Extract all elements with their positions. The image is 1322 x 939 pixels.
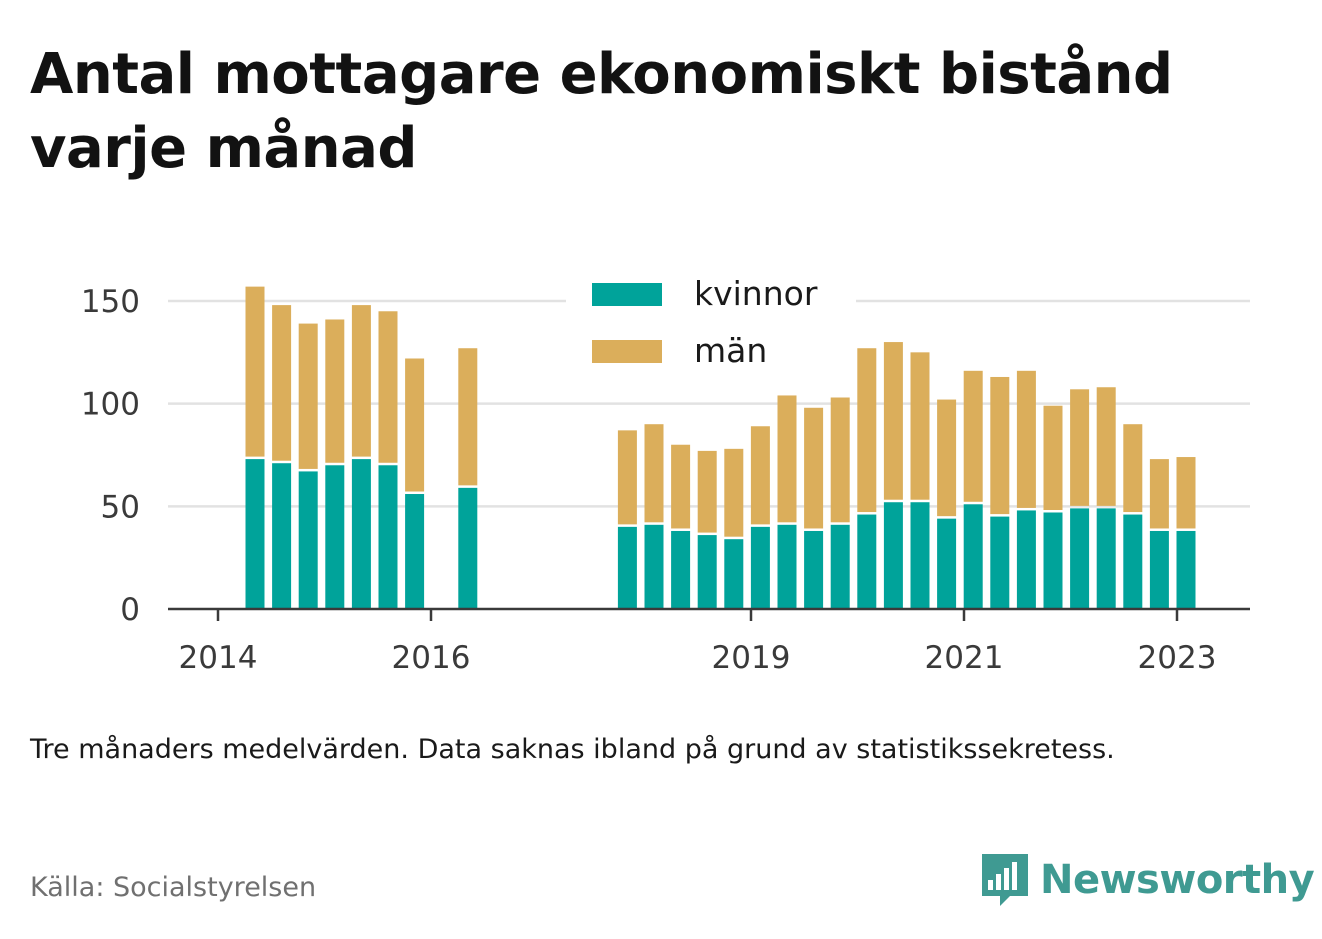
x-tick-label: 2019 [712,640,791,676]
legend-swatch [592,283,662,306]
bar-kvinnor [1149,530,1169,609]
bar-kvinnor [644,524,664,609]
y-tick-label: 50 [101,489,140,525]
bar-man [1016,370,1036,508]
bar-kvinnor [272,463,292,609]
bar-man [1149,459,1169,529]
legend: kvinnor män [566,272,856,386]
bar-kvinnor [1016,510,1036,609]
bar-kvinnor [990,516,1010,609]
bar-kvinnor [937,518,957,609]
chart-title: Antal mottagare ekonomiskt bistånd varje… [30,42,1173,181]
brand-name: Newsworthy [1040,857,1315,903]
bar-kvinnor [245,459,265,609]
x-tick-label: 2021 [925,640,1004,676]
bar-man [1123,424,1143,513]
bar-kvinnor [1176,530,1196,609]
bar-man [697,450,717,533]
x-tick-label: 2023 [1138,640,1217,676]
bar-man [990,376,1010,515]
bar-kvinnor [963,504,983,609]
bar-kvinnor [883,502,903,609]
bar-man [458,348,478,486]
bar-man [351,305,371,457]
source-label: Källa: Socialstyrelsen [30,872,317,903]
legend-label: kvinnor [694,274,818,313]
bar-man [644,424,664,523]
bar-kvinnor [750,526,770,609]
bar-man [272,305,292,461]
bar-man [750,426,770,525]
brand-logo: Newsworthy [980,850,1315,910]
legend-label: män [694,331,767,370]
y-tick-label: 0 [120,592,140,628]
bar-man [777,395,797,523]
bar-kvinnor [1070,508,1090,609]
bar-kvinnor [910,502,930,609]
bar-kvinnor [671,530,691,609]
y-tick-label: 150 [81,284,140,320]
bar-man [857,348,877,513]
bar-kvinnor [325,465,345,609]
bar-kvinnor [830,524,850,609]
y-tick-label: 100 [81,387,140,423]
bar-kvinnor [1043,512,1063,609]
bar-man [1070,389,1090,506]
x-tick-label: 2016 [392,640,471,676]
bar-kvinnor [351,459,371,609]
bar-man [1043,405,1063,510]
bar-man [617,430,637,525]
bar-kvinnor [378,465,398,609]
bar-man [378,311,398,463]
bar-man [937,399,957,517]
bar-chart-speech-bubble-icon [982,854,1028,906]
bar-kvinnor [1123,514,1143,609]
bar-man [298,323,318,469]
bar-man [804,407,824,529]
bar-man [963,370,983,502]
chart-note: Tre månaders medelvärden. Data saknas ib… [30,734,1115,765]
bar-man [245,286,265,457]
bar-kvinnor [857,514,877,609]
bar-man [405,358,425,492]
bar-man [724,448,744,537]
bar-kvinnor [1096,508,1116,609]
bar-kvinnor [405,494,425,609]
legend-swatch [592,340,662,363]
bars [245,286,1196,609]
bar-kvinnor [724,539,744,609]
bar-man [671,444,691,529]
bar-man [1176,457,1196,529]
bar-man [910,352,930,500]
bar-kvinnor [298,471,318,609]
bar-kvinnor [777,524,797,609]
bar-man [883,342,903,500]
bar-man [325,319,345,463]
bar-kvinnor [697,535,717,609]
x-tick-label: 2014 [179,640,258,676]
bar-man [830,397,850,523]
bar-kvinnor [804,530,824,609]
bar-kvinnor [617,526,637,609]
axes: 0 50 100 150 2014 2016 2019 2021 2023 [81,284,1250,676]
bar-man [1096,387,1116,506]
bar-kvinnor [458,487,478,609]
